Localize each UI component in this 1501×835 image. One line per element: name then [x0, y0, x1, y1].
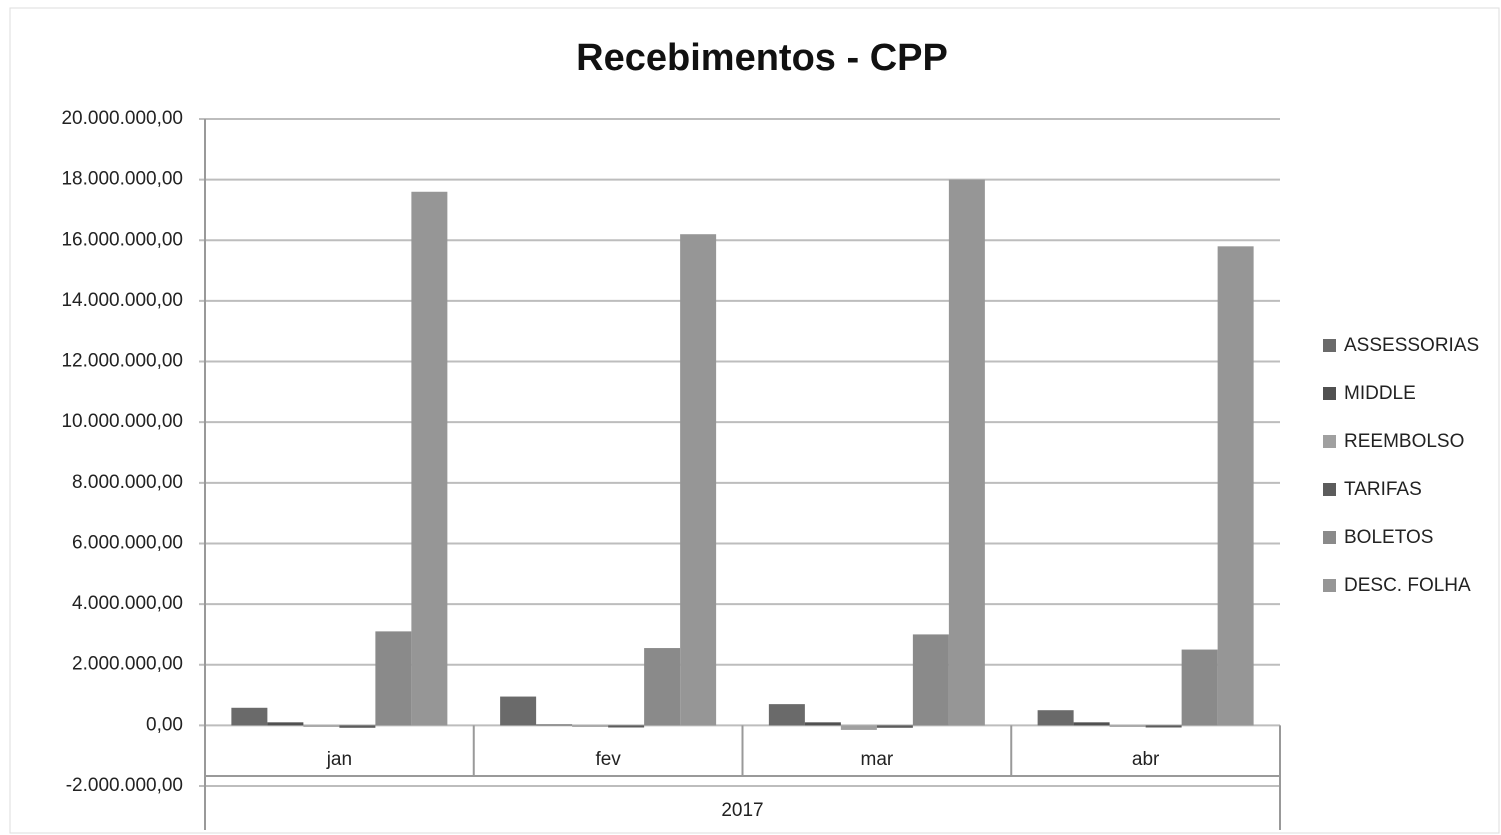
legend-label: REEMBOLSO [1344, 431, 1464, 452]
bar [876, 725, 913, 728]
legend-swatch [1323, 387, 1336, 400]
legend-label: TARIFAS [1344, 479, 1422, 500]
bar [267, 722, 304, 726]
legend-label: MIDDLE [1344, 383, 1416, 404]
bar [536, 724, 573, 726]
legend-swatch [1323, 483, 1336, 496]
y-tick-label: 0,00 [146, 714, 183, 735]
bar [1073, 722, 1110, 726]
x-tick-label: jan [326, 749, 352, 770]
bar [231, 707, 268, 726]
bar [1145, 725, 1182, 728]
legend-swatch [1323, 435, 1336, 448]
bar [680, 234, 717, 726]
legend-label: DESC. FOLHA [1344, 575, 1471, 596]
legend-label: ASSESSORIAS [1344, 335, 1479, 356]
y-tick-label: 2.000.000,00 [72, 654, 183, 675]
y-tick-label: 4.000.000,00 [72, 593, 183, 614]
bar [608, 725, 645, 728]
y-tick-label: 20.000.000,00 [61, 108, 183, 129]
bar [375, 631, 412, 726]
legend-swatch [1323, 579, 1336, 592]
bar [1109, 725, 1146, 727]
bar [303, 725, 340, 727]
bar [411, 191, 448, 726]
y-tick-label: 18.000.000,00 [61, 169, 183, 190]
y-tick-label: -2.000.000,00 [66, 775, 183, 796]
bar [572, 725, 609, 727]
chart-title: Recebimentos - CPP [576, 37, 948, 79]
y-tick-label: 16.000.000,00 [61, 229, 183, 250]
y-tick-label: 6.000.000,00 [72, 532, 183, 553]
bar [768, 704, 805, 726]
x-tick-label: abr [1132, 749, 1160, 770]
bar [1037, 710, 1074, 726]
bar [840, 725, 877, 730]
bar [912, 634, 949, 726]
legend-label: BOLETOS [1344, 527, 1433, 548]
bar [644, 648, 681, 726]
y-tick-label: 14.000.000,00 [61, 290, 183, 311]
legend-swatch [1323, 339, 1336, 352]
bar [948, 179, 985, 726]
bar [339, 725, 376, 728]
y-tick-label: 12.000.000,00 [61, 351, 183, 372]
y-tick-label: 8.000.000,00 [72, 472, 183, 493]
legend-swatch [1323, 531, 1336, 544]
y-tick-label: 10.000.000,00 [61, 411, 183, 432]
x-tick-label: fev [595, 749, 621, 770]
x-tick-label: mar [861, 749, 894, 770]
bar [1181, 649, 1218, 726]
bar [804, 722, 841, 726]
bar [500, 696, 537, 726]
bar [1217, 246, 1254, 726]
group-label: 2017 [721, 800, 763, 821]
